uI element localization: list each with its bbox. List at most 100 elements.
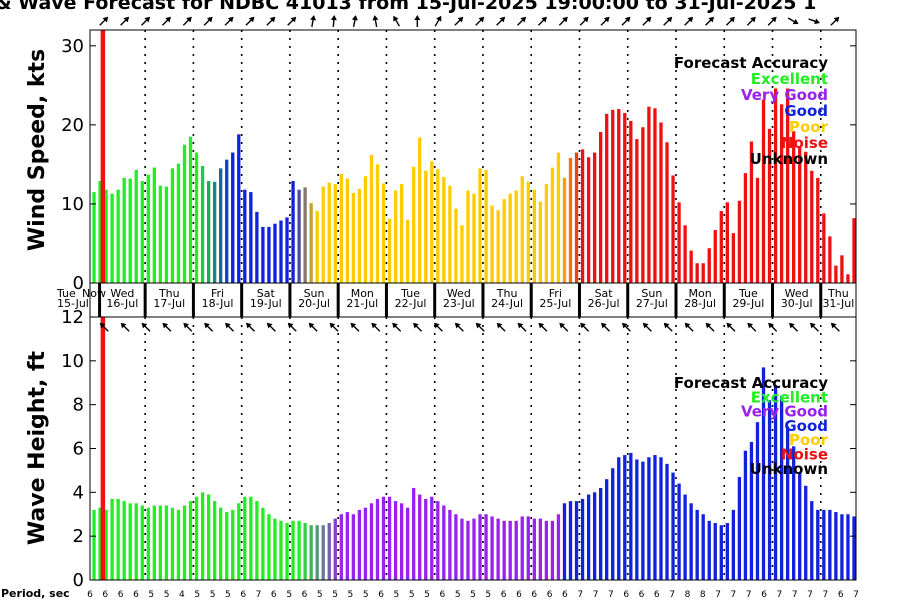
wave-direction-arrow — [225, 322, 235, 332]
wind-direction-arrow — [579, 16, 589, 26]
wave-ytick-label: 12 — [61, 307, 84, 328]
day-separator — [771, 283, 775, 317]
wind-direction-arrow — [725, 16, 735, 26]
wave-legend-item: Unknown — [750, 460, 828, 478]
period-value: 6 — [302, 590, 308, 600]
wind-bar — [466, 190, 470, 283]
wind-bar — [104, 189, 108, 283]
wind-direction-arrow — [287, 16, 297, 26]
wind-direction-arrow — [182, 16, 192, 26]
wave-bar — [737, 476, 742, 580]
wave-bar — [418, 494, 422, 580]
wind-bar — [761, 99, 766, 283]
period-value: 7 — [792, 590, 798, 600]
wind-direction-arrow — [266, 16, 276, 26]
wave-bar — [779, 395, 784, 580]
wind-now-marker — [100, 30, 106, 283]
day-name-label: Mon — [689, 287, 712, 300]
wave-bar — [309, 525, 313, 580]
wave-bar — [303, 523, 307, 580]
wave-bar — [562, 503, 567, 580]
day-name-label: Mon — [351, 287, 374, 300]
wind-bar — [472, 193, 476, 283]
wave-direction-arrow — [266, 322, 276, 332]
wave-bar — [749, 441, 754, 580]
wind-bar — [327, 182, 331, 283]
wind-direction-arrow — [537, 16, 547, 26]
wave-direction-arrow — [413, 322, 423, 332]
wind-bar — [822, 213, 826, 283]
wind-bar — [550, 167, 555, 283]
period-value: 6 — [623, 590, 629, 600]
day-label-band: Tue15-JulWed16-JulThu17-JulFri18-JulSat1… — [56, 282, 857, 318]
wind-bar — [225, 159, 229, 283]
wave-bar — [219, 507, 223, 580]
wave-direction-arrow — [350, 322, 360, 332]
wind-bar — [484, 169, 488, 283]
wind-bar — [695, 263, 699, 283]
period-value: 5 — [409, 590, 415, 600]
wave-bar — [237, 503, 241, 580]
wind-bar — [92, 192, 96, 283]
day-date-label: 24-Jul — [491, 297, 523, 310]
wind-bar — [629, 120, 633, 283]
wave-bar — [261, 507, 265, 580]
wave-bar — [351, 514, 356, 580]
wind-legend-item: Poor — [789, 118, 829, 136]
wind-direction-arrow — [161, 16, 171, 26]
wind-bar — [514, 190, 518, 283]
wave-bar — [273, 518, 277, 580]
wave-bar — [122, 501, 126, 580]
period-value: 5 — [194, 590, 200, 600]
wave-bar — [605, 479, 609, 580]
wave-direction-arrow — [371, 322, 381, 332]
wave-direction-arrow — [809, 322, 819, 332]
wave-direction-arrow — [308, 322, 318, 332]
wind-bar — [231, 152, 235, 283]
wave-direction-arrow — [768, 322, 778, 332]
wave-bar — [755, 422, 760, 580]
wave-bar — [297, 520, 301, 580]
wave-bar — [773, 384, 778, 580]
day-separator — [98, 283, 102, 317]
wind-bar — [369, 154, 374, 283]
period-value: 7 — [577, 590, 583, 600]
wave-bar — [448, 509, 452, 580]
day-separator — [626, 283, 630, 317]
wave-legend-item: Excellent — [751, 388, 828, 406]
wind-bar — [267, 226, 271, 283]
wave-bar — [683, 494, 687, 580]
wind-bar — [725, 202, 729, 283]
day-separator — [577, 283, 581, 317]
wave-bar — [375, 498, 380, 580]
wave-bar — [249, 496, 253, 580]
wind-bar — [460, 225, 464, 283]
wind-bar — [128, 178, 132, 283]
wave-bar — [170, 507, 175, 580]
wave-bar — [206, 494, 211, 580]
wave-direction-arrow — [830, 322, 840, 332]
period-value: 5 — [348, 590, 354, 600]
wind-bar — [508, 193, 512, 283]
wind-direction-arrow — [351, 15, 358, 28]
period-value: 5 — [286, 590, 292, 600]
wind-bar — [502, 199, 506, 283]
wave-bar — [719, 525, 723, 580]
wind-bar — [574, 152, 579, 283]
wave-direction-arrow — [517, 322, 527, 332]
wave-legend-item: Good — [784, 417, 828, 435]
wave-bar — [514, 520, 518, 580]
wind-bar — [152, 167, 156, 283]
wave-bar — [454, 514, 458, 580]
wind-bar — [170, 168, 175, 283]
wind-ytick-label: 20 — [61, 115, 84, 136]
wind-direction-arrow — [475, 16, 485, 26]
wind-bar — [568, 158, 573, 283]
day-date-label: 29-Jul — [732, 297, 764, 310]
wave-bar — [381, 496, 386, 580]
wave-bar — [387, 496, 392, 580]
wind-bar — [592, 152, 597, 283]
wave-direction-arrow — [580, 322, 590, 332]
wind-bar — [520, 176, 524, 283]
wind-direction-arrow — [808, 18, 820, 25]
